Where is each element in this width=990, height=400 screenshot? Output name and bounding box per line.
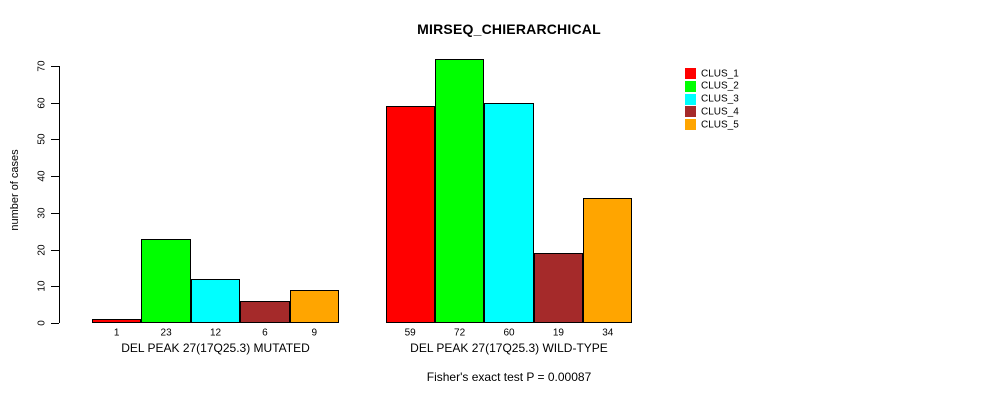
bar-value-label: 6 bbox=[262, 327, 268, 339]
y-axis-tick-label: 60 bbox=[36, 97, 48, 109]
bar-value-label: 12 bbox=[209, 327, 222, 339]
y-axis-tick-label: 50 bbox=[36, 133, 48, 145]
x-axis-group-label: DEL PEAK 27(17Q25.3) MUTATED bbox=[121, 341, 310, 355]
legend-swatch-clus_5 bbox=[685, 119, 696, 131]
y-axis-tick bbox=[51, 249, 59, 251]
y-axis-tick bbox=[51, 323, 59, 324]
y-axis-tick-label: 70 bbox=[36, 60, 48, 72]
bar-clus_1-group2 bbox=[385, 106, 435, 323]
legend-label-clus_1: CLUS_1 bbox=[701, 68, 739, 79]
y-axis-tick-label: 0 bbox=[36, 320, 48, 326]
legend-swatch-clus_1 bbox=[685, 68, 696, 79]
y-axis-tick bbox=[51, 102, 59, 104]
y-axis-line bbox=[59, 66, 60, 323]
y-axis-tick bbox=[51, 66, 59, 67]
legend-label-clus_3: CLUS_3 bbox=[701, 93, 739, 105]
bar-clus_3-group2 bbox=[484, 102, 534, 323]
bar-clus_5-group1 bbox=[289, 289, 339, 323]
bar-value-label: 9 bbox=[311, 327, 318, 339]
bar-value-label: 60 bbox=[503, 327, 515, 339]
y-axis-tick bbox=[51, 176, 59, 178]
bar-clus_4-group2 bbox=[533, 253, 584, 323]
y-axis-tick bbox=[51, 139, 59, 141]
y-axis-label: number of cases bbox=[9, 149, 21, 231]
y-axis-tick bbox=[51, 286, 59, 288]
x-axis-group-label: DEL PEAK 27(17Q25.3) WILD-TYPE bbox=[410, 341, 608, 355]
bar-value-label: 23 bbox=[160, 327, 172, 339]
bar-value-label: 19 bbox=[552, 327, 564, 339]
legend-label-clus_5: CLUS_5 bbox=[701, 119, 739, 131]
bar-value-label: 59 bbox=[404, 327, 416, 339]
chart-title: MIRSEQ_CHIERARCHICAL bbox=[417, 21, 601, 37]
legend-swatch-clus_4 bbox=[685, 106, 696, 118]
bar-clus_2-group2 bbox=[434, 58, 485, 323]
y-axis-tick-label: 20 bbox=[36, 244, 48, 256]
legend-swatch-clus_3 bbox=[685, 93, 696, 105]
legend-swatch-clus_2 bbox=[685, 80, 696, 92]
bar-value-label: 72 bbox=[454, 327, 466, 339]
annotation-text: Fisher's exact test P = 0.00087 bbox=[426, 370, 592, 384]
bar-clus_1-group1 bbox=[92, 319, 142, 323]
bar-clus_5-group2 bbox=[583, 198, 633, 323]
bar-value-label: 34 bbox=[602, 327, 614, 339]
y-axis-tick-label: 30 bbox=[36, 207, 48, 219]
y-axis-tick bbox=[51, 212, 59, 214]
bar-clus_2-group1 bbox=[141, 238, 191, 323]
legend-label-clus_4: CLUS_4 bbox=[701, 106, 739, 118]
y-axis-tick-label: 10 bbox=[36, 280, 48, 292]
legend-label-clus_2: CLUS_2 bbox=[701, 80, 739, 92]
y-axis-tick-label: 40 bbox=[36, 170, 48, 182]
bar-clus_4-group1 bbox=[240, 300, 290, 323]
bar-value-label: 1 bbox=[113, 327, 120, 339]
bar-clus_3-group1 bbox=[190, 278, 241, 323]
